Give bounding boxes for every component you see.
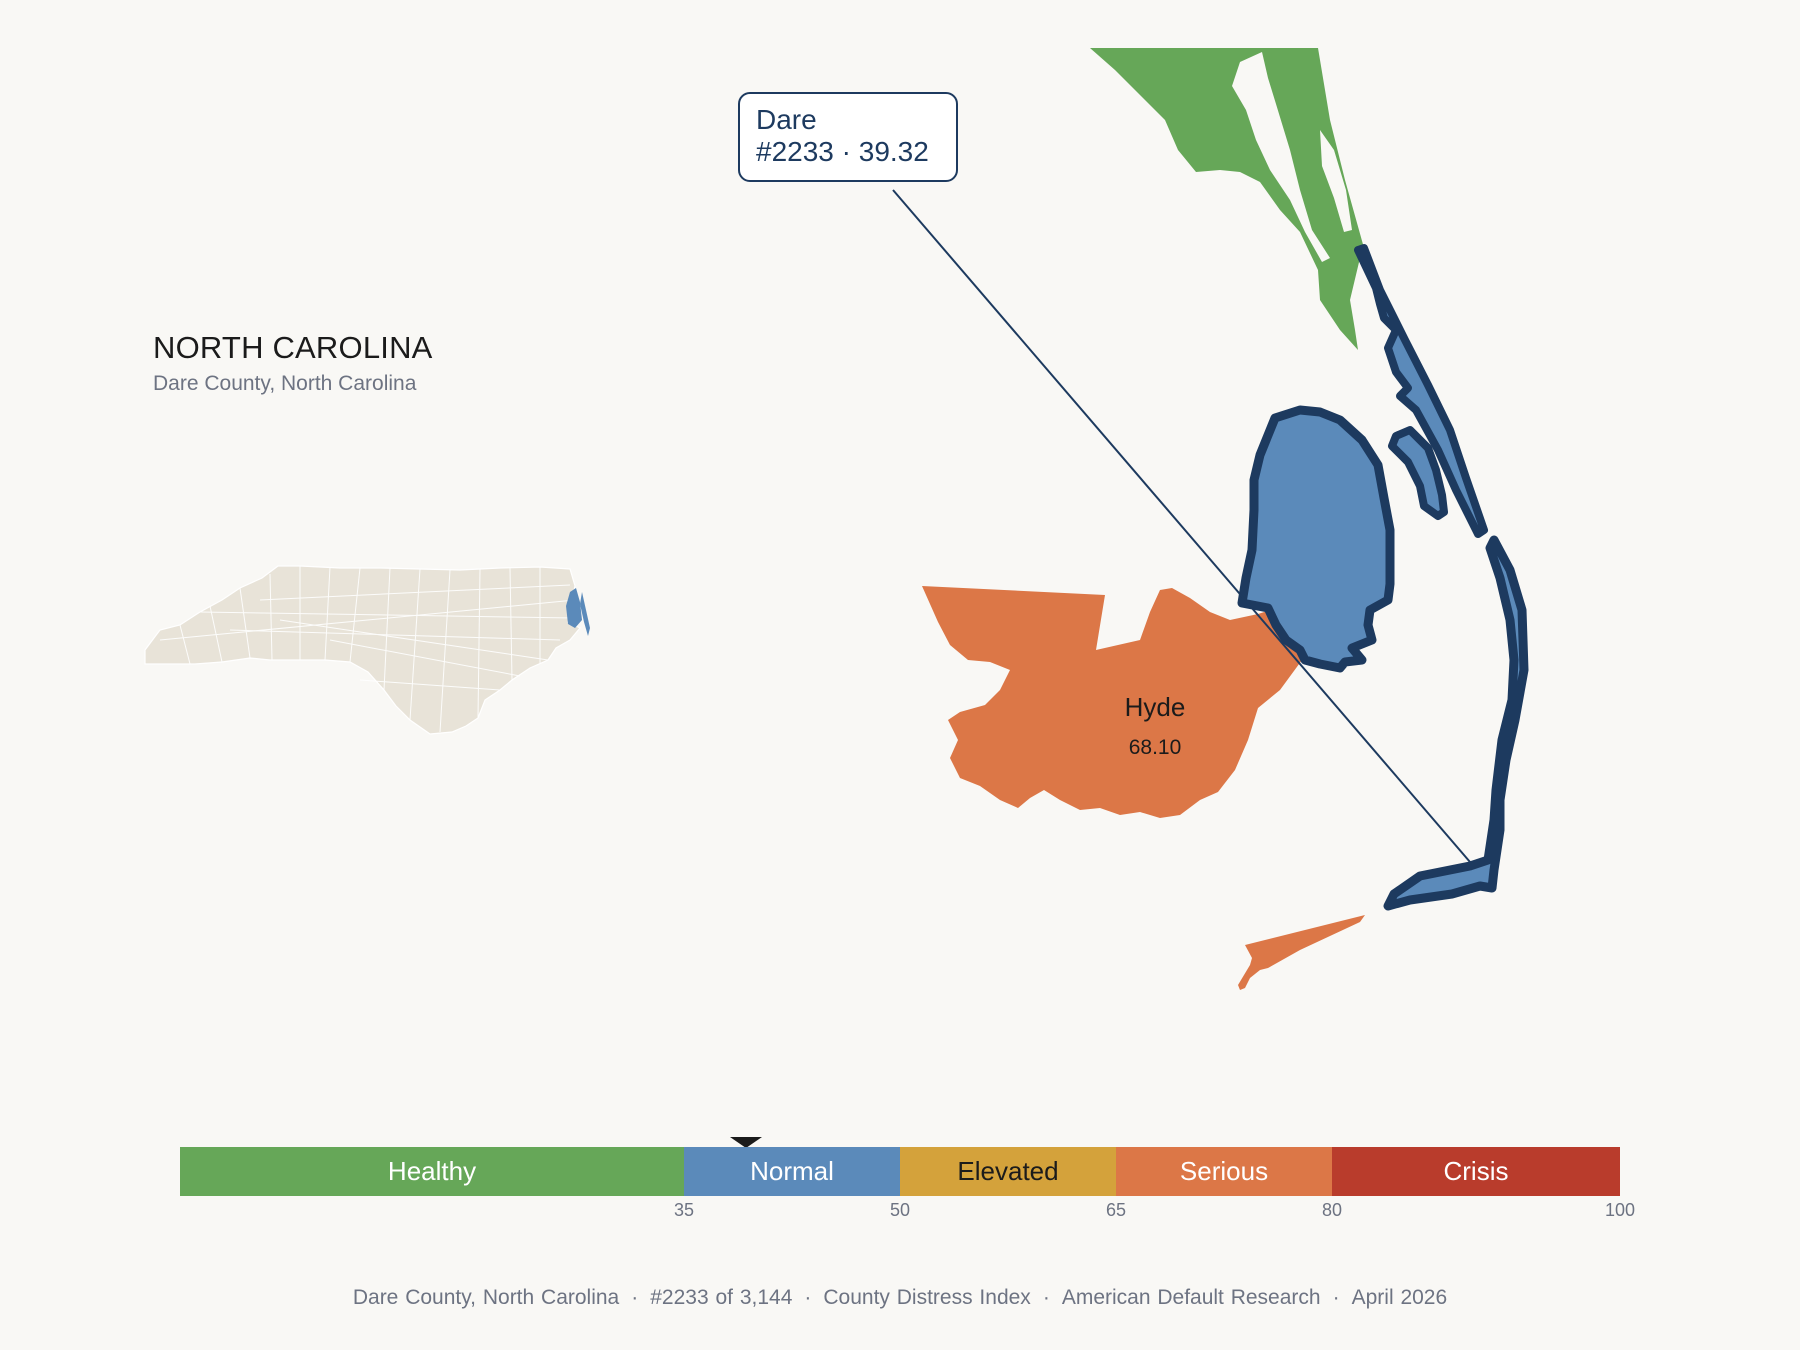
state-outline[interactable] — [144, 565, 581, 735]
footer-index: County Distress Index — [823, 1286, 1031, 1309]
footer-rank: #2233 of 3,144 — [650, 1286, 793, 1309]
currituck-water-channel — [1320, 130, 1352, 232]
legend-segment-healthy: Healthy — [180, 1147, 684, 1196]
currituck-sound — [1232, 52, 1330, 262]
callout-leader-line — [892, 189, 1471, 863]
county-callout[interactable]: Dare #2233 · 39.32 — [738, 92, 958, 182]
legend-tick: 65 — [1105, 1200, 1127, 1220]
legend-segment-crisis: Crisis — [1332, 1147, 1620, 1196]
callout-rank-score: #2233 · 39.32 — [756, 136, 929, 167]
state-title: NORTH CAROLINA — [153, 330, 433, 365]
dare-county[interactable] — [1237, 244, 1529, 911]
footer-date: April 2026 — [1351, 1286, 1448, 1309]
currituck-county[interactable] — [1090, 48, 1364, 350]
callout-county-name: Dare — [756, 104, 817, 135]
footer-source: American Default Research — [1061, 1286, 1321, 1309]
state-inset-map — [144, 565, 590, 735]
dare-roanoke-island[interactable] — [1388, 426, 1448, 520]
dare-outer-banks-south[interactable] — [1383, 535, 1529, 911]
legend-segment-serious: Serious — [1116, 1147, 1332, 1196]
dare-mainland[interactable] — [1237, 405, 1395, 673]
legend-tick: 35 — [673, 1200, 695, 1220]
legend-segment-normal: Normal — [684, 1147, 900, 1196]
legend-segment-elevated: Elevated — [900, 1147, 1116, 1196]
legend-tick: 50 — [889, 1200, 911, 1220]
current-value-marker — [730, 1137, 763, 1148]
state-inset-dare-highlight[interactable] — [566, 588, 582, 628]
hyde-county-value: 68.10 — [1128, 736, 1182, 759]
state-subtitle: Dare County, North Carolina — [153, 372, 417, 395]
legend-tick: 100 — [1604, 1200, 1636, 1220]
hyde-county-label: Hyde — [1124, 692, 1186, 722]
footer-county: Dare County, North Carolina — [352, 1286, 620, 1309]
ocracoke-island[interactable] — [1238, 915, 1365, 990]
dare-outer-banks-north[interactable] — [1354, 244, 1488, 538]
footer: Dare County, North Carolina · #2233 of 3,1… — [352, 1286, 1448, 1309]
state-inset-outer-banks — [580, 592, 590, 636]
county-borders — [159, 566, 576, 733]
hyde-county[interactable] — [922, 586, 1308, 818]
legend-tick: 80 — [1321, 1200, 1343, 1220]
distress-legend: Healthy Normal Elevated Serious Crisis — [180, 1147, 1620, 1196]
